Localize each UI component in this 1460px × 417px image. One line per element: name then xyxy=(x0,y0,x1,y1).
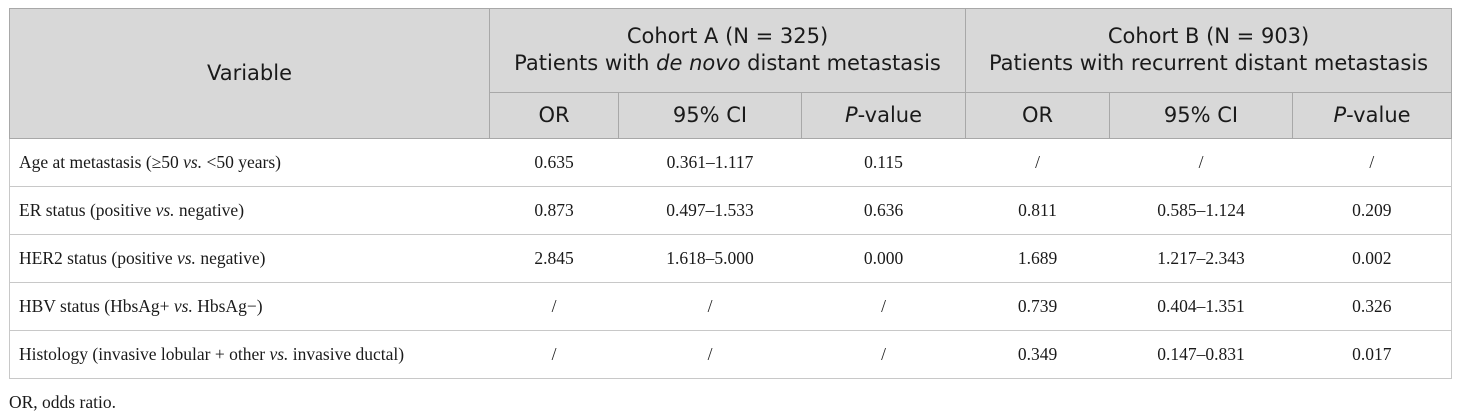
variable-text: ER status (positive xyxy=(19,200,156,220)
variable-vs: vs. xyxy=(155,200,175,220)
variable-text: HBV status (HbsAg+ xyxy=(19,296,174,316)
cohort-a-p-cell: 0.000 xyxy=(801,234,966,283)
cohort-b-p-cell: 0.209 xyxy=(1292,186,1453,235)
p-rest: -value xyxy=(857,102,923,127)
cohort-a-ci-cell: / xyxy=(618,330,802,379)
variable-cell: ER status (positive vs. negative) xyxy=(9,186,490,235)
variable-vs: vs. xyxy=(183,152,203,172)
cohort-a-header: Cohort A (N = 325) Patients with de novo… xyxy=(488,8,967,93)
cohort-a-ci-cell: 0.361–1.117 xyxy=(618,138,802,187)
variable-text: negative) xyxy=(174,200,245,220)
cohort-a-ci-cell: / xyxy=(618,282,802,331)
table-wrapper: Variable Cohort A (N = 325) Patients wit… xyxy=(9,8,1453,379)
cohort-b-subtitle: Patients with recurrent distant metastas… xyxy=(988,51,1429,76)
p-italic: P xyxy=(1333,102,1347,127)
variable-vs: vs. xyxy=(269,344,289,364)
variable-cell: Age at metastasis (≥50 vs. <50 years) xyxy=(9,138,490,187)
cohort-a-p-cell: / xyxy=(801,282,966,331)
cohort-b-p-cell: 0.326 xyxy=(1292,282,1453,331)
p-italic: P xyxy=(844,102,858,127)
cohort-b-ci-cell: 0.585–1.124 xyxy=(1109,186,1293,235)
cohort-b-ci-cell: 0.147–0.831 xyxy=(1109,330,1293,379)
cohort-b-ci-cell: 1.217–2.343 xyxy=(1109,234,1293,283)
cohort-a-p-header: P-value xyxy=(800,91,967,140)
table-row: Histology (invasive lobular + other vs. … xyxy=(9,330,1453,379)
cohort-a-ci-cell: 0.497–1.533 xyxy=(618,186,802,235)
cohort-b-p-cell: 0.002 xyxy=(1292,234,1453,283)
cohort-a-subtitle: Patients with de novo distant metastasis xyxy=(490,50,965,77)
table-row: HBV status (HbsAg+ vs. HbsAg−) / / / 0.7… xyxy=(9,282,1453,331)
cohort-b-or-cell: 0.811 xyxy=(965,186,1110,235)
cohort-b-p-header: P-value xyxy=(1292,91,1453,140)
variable-text: Age at metastasis (≥50 xyxy=(19,152,184,172)
cohort-a-or-cell: 0.873 xyxy=(489,186,619,235)
table-row: ER status (positive vs. negative) 0.873 … xyxy=(9,186,1453,235)
cohort-b-ci-cell: 0.404–1.351 xyxy=(1109,282,1293,331)
cohort-a-subtitle-pre: Patients with xyxy=(514,51,657,76)
cohort-a-title: Cohort A (N = 325) xyxy=(626,24,829,49)
variable-text: <50 years) xyxy=(202,152,281,172)
cohort-b-title: Cohort B (N = 903) xyxy=(1107,24,1310,49)
variable-text: HER2 status (positive xyxy=(19,248,177,268)
cohort-a-ci-cell: 1.618–5.000 xyxy=(618,234,802,283)
cohort-a-or-cell: / xyxy=(489,282,619,331)
variable-text: negative) xyxy=(195,248,266,268)
cohort-b-or-header: OR xyxy=(965,91,1111,140)
cohort-a-p-cell: 0.115 xyxy=(801,138,966,187)
cohort-b-or-cell: 0.349 xyxy=(965,330,1110,379)
table-body: Age at metastasis (≥50 vs. <50 years) 0.… xyxy=(9,138,1453,379)
variable-cell: HER2 status (positive vs. negative) xyxy=(9,234,490,283)
cohort-b-or-cell: 1.689 xyxy=(965,234,1110,283)
cohort-a-p-cell: 0.636 xyxy=(801,186,966,235)
cohort-a-or-cell: / xyxy=(489,330,619,379)
variable-text: Histology (invasive lobular + other xyxy=(19,344,270,364)
p-rest: -value xyxy=(1346,102,1411,127)
cohort-b-ci-cell: / xyxy=(1109,138,1293,187)
cohort-a-or-header: OR xyxy=(489,91,619,140)
variable-vs: vs. xyxy=(176,248,196,268)
variable-cell: Histology (invasive lobular + other vs. … xyxy=(9,330,490,379)
cohort-b-or-cell: 0.739 xyxy=(965,282,1110,331)
cohort-a-ci-header: 95% CI xyxy=(618,91,802,140)
variable-cell: HBV status (HbsAg+ vs. HbsAg−) xyxy=(9,282,490,331)
variable-vs: vs. xyxy=(173,296,193,316)
cohort-a-or-cell: 2.845 xyxy=(489,234,619,283)
variable-text: invasive ductal) xyxy=(288,344,405,364)
table-row: Age at metastasis (≥50 vs. <50 years) 0.… xyxy=(9,138,1453,187)
results-table: Variable Cohort A (N = 325) Patients wit… xyxy=(9,8,1453,379)
cohort-a-subtitle-post: distant metastasis xyxy=(740,51,941,76)
table-row: HER2 status (positive vs. negative) 2.84… xyxy=(9,234,1453,283)
variable-header: Variable xyxy=(9,8,490,139)
cohort-b-p-cell: 0.017 xyxy=(1292,330,1453,379)
cohort-a-subtitle-em: de novo xyxy=(656,51,741,76)
cohort-a-p-cell: / xyxy=(801,330,966,379)
variable-text: HbsAg−) xyxy=(192,296,263,316)
cohort-b-or-cell: / xyxy=(965,138,1110,187)
cohort-b-ci-header: 95% CI xyxy=(1109,91,1294,140)
table-footnote: OR, odds ratio. xyxy=(9,392,116,412)
table-header: Variable Cohort A (N = 325) Patients wit… xyxy=(9,8,1453,140)
cohort-a-or-cell: 0.635 xyxy=(489,138,619,187)
cohort-b-header: Cohort B (N = 903) Patients with recurre… xyxy=(965,8,1453,93)
cohort-b-p-cell: / xyxy=(1292,138,1453,187)
